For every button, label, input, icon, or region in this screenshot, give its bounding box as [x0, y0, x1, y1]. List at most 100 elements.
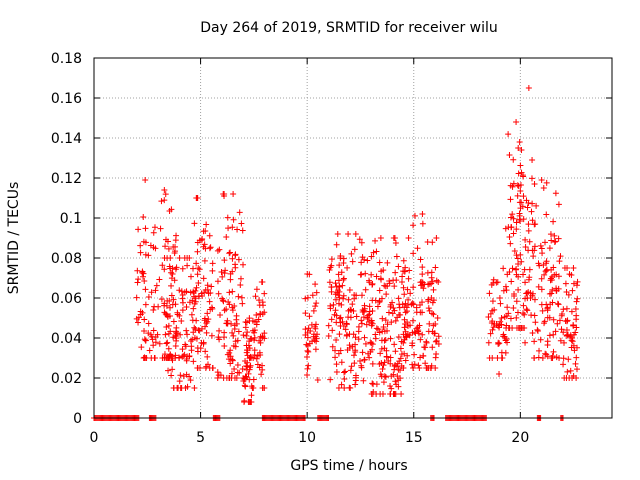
data-point — [231, 302, 238, 309]
data-point — [164, 238, 171, 245]
data-point — [312, 325, 319, 332]
data-point — [490, 324, 497, 331]
data-point — [333, 337, 340, 344]
data-point — [152, 287, 159, 294]
data-point — [304, 294, 311, 301]
data-point — [404, 286, 411, 293]
data-point — [229, 224, 236, 231]
data-point — [231, 326, 238, 333]
data-point — [202, 245, 209, 252]
data-point — [541, 320, 548, 327]
data-point — [405, 275, 412, 282]
data-point — [532, 221, 539, 228]
data-point — [391, 391, 398, 397]
y-tick-label: 0.06 — [51, 291, 82, 307]
data-point — [503, 335, 510, 342]
data-point — [514, 182, 521, 189]
data-point — [489, 326, 496, 333]
data-point — [170, 334, 177, 341]
data-point — [168, 206, 175, 213]
data-point — [178, 317, 185, 324]
data-point — [229, 356, 236, 363]
data-point — [573, 282, 580, 289]
data-point — [497, 318, 504, 325]
data-point — [352, 334, 359, 341]
data-point — [336, 283, 343, 290]
data-point — [225, 225, 232, 232]
data-point — [573, 312, 580, 319]
data-point — [251, 327, 258, 334]
data-point — [366, 303, 373, 310]
data-point — [513, 314, 520, 321]
data-point — [246, 345, 253, 352]
data-point — [239, 300, 246, 307]
data-point — [555, 201, 562, 208]
data-point — [557, 253, 564, 260]
data-point — [302, 326, 309, 333]
data-point — [551, 232, 558, 239]
data-point — [168, 292, 175, 299]
data-point — [159, 355, 166, 361]
data-point — [513, 265, 520, 272]
data-point — [134, 279, 141, 286]
data-point — [551, 238, 558, 245]
data-point — [555, 235, 562, 242]
data-point — [531, 243, 538, 250]
data-point — [214, 247, 221, 254]
data-point — [224, 214, 231, 221]
data-point — [327, 376, 334, 383]
data-point — [380, 379, 387, 386]
data-point — [377, 371, 384, 378]
data-point — [257, 311, 264, 318]
data-point — [550, 218, 557, 225]
data-point — [204, 286, 211, 293]
data-point — [237, 275, 244, 282]
data-point — [516, 139, 523, 146]
data-point — [258, 371, 265, 378]
data-point — [506, 269, 513, 276]
plot-frame — [93, 57, 613, 419]
data-point — [542, 239, 549, 246]
y-tick-label: 0.12 — [51, 171, 82, 187]
data-point — [335, 385, 342, 391]
data-point — [381, 328, 388, 335]
data-point — [232, 343, 239, 350]
data-point — [386, 280, 393, 287]
data-point — [141, 277, 148, 284]
data-point — [378, 345, 385, 352]
data-point — [350, 308, 357, 315]
data-point — [509, 211, 516, 218]
data-point — [525, 227, 532, 234]
data-point — [139, 269, 146, 276]
data-point — [202, 323, 209, 330]
data-point — [216, 246, 223, 253]
data-point — [246, 315, 253, 322]
data-point — [419, 211, 426, 217]
data-point — [366, 279, 373, 286]
data-point — [253, 355, 260, 362]
data-point — [502, 283, 509, 290]
outlier-point — [525, 85, 532, 91]
data-point — [544, 304, 551, 311]
data-point — [423, 339, 430, 346]
data-point — [242, 383, 249, 390]
data-point — [157, 225, 164, 232]
data-point — [234, 226, 241, 233]
data-point — [337, 347, 344, 354]
data-point — [334, 231, 341, 237]
data-point — [570, 342, 577, 349]
outlier-point — [515, 145, 522, 151]
data-point — [515, 286, 522, 293]
data-point — [337, 314, 344, 321]
data-point — [556, 317, 563, 324]
data-point — [505, 131, 512, 138]
data-point — [507, 196, 514, 203]
data-point — [528, 175, 535, 182]
data-point — [535, 283, 542, 290]
data-point — [142, 286, 149, 293]
data-point — [188, 311, 195, 318]
data-point — [193, 335, 200, 342]
data-point — [172, 343, 179, 350]
data-point — [312, 346, 319, 353]
data-point — [563, 305, 570, 312]
